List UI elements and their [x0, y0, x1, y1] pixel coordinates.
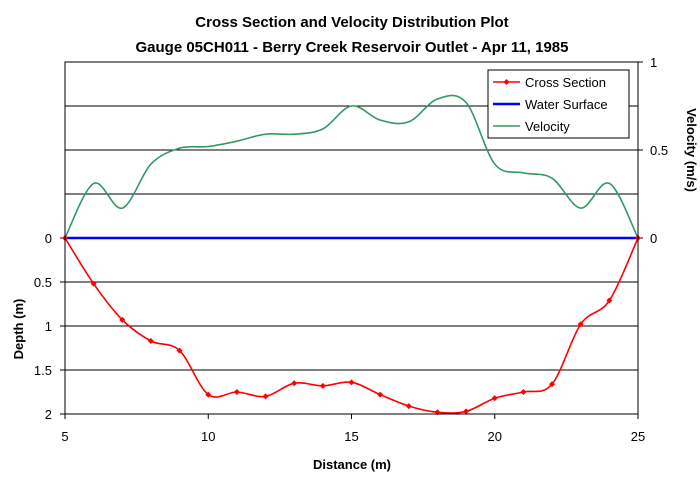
velocity-axis-ticks: 00.51: [638, 55, 668, 246]
legend-label: Cross Section: [525, 75, 606, 90]
cross-section-point: [147, 337, 154, 344]
cross-section-point: [549, 381, 556, 388]
velocity-tick-label: 0: [650, 231, 657, 246]
depth-tick-label: 1.5: [34, 363, 52, 378]
velocity-tick-label: 1: [650, 55, 657, 70]
cross-section-point: [577, 321, 584, 328]
cross-section-point: [606, 297, 613, 304]
depth-tick-label: 1: [45, 319, 52, 334]
cross-section-point: [319, 382, 326, 389]
cross-section-point: [348, 379, 355, 386]
legend-marker: [503, 79, 510, 85]
depth-tick-label: 0.5: [34, 275, 52, 290]
depth-axis-ticks: 0 0.5 1 1.5 2: [34, 231, 65, 422]
cross-section-point: [377, 391, 384, 398]
cross-section-point: [119, 316, 126, 323]
series-group: [62, 94, 641, 416]
cross-section-point: [205, 391, 212, 398]
cross-section-point: [262, 393, 269, 400]
x-tick-label: 25: [631, 429, 645, 444]
cross-section-point: [520, 389, 527, 395]
depth-axis-label: Depth (m): [11, 299, 26, 360]
cross-section-point: [291, 380, 298, 387]
cross-section-point: [405, 403, 412, 410]
x-axis-ticks: 5 10 15 20 25: [61, 414, 645, 444]
x-tick-label: 5: [61, 429, 68, 444]
legend: Cross Section Water Surface Velocity: [487, 69, 630, 139]
velocity-axis-label: Velocity (m/s): [684, 108, 699, 192]
velocity-line: [64, 94, 639, 239]
legend-label: Water Surface: [525, 97, 608, 112]
cross-section-point: [491, 395, 498, 402]
chart-title: Cross Section and Velocity Distribution …: [195, 14, 508, 31]
cross-section-point: [463, 408, 470, 415]
cross-section-point: [90, 280, 97, 287]
x-tick-label: 15: [344, 429, 358, 444]
chart-subtitle: Gauge 05CH011 - Berry Creek Reservoir Ou…: [136, 39, 569, 56]
x-tick-label: 10: [201, 429, 215, 444]
cross-section-point: [176, 347, 183, 354]
depth-tick-label: 0: [45, 231, 52, 246]
velocity-tick-label: 0.5: [650, 143, 668, 158]
legend-label: Velocity: [525, 119, 570, 134]
plot-area-border: [64, 61, 639, 415]
depth-tick-label: 2: [45, 407, 52, 422]
x-axis-label: Distance (m): [313, 457, 391, 472]
x-tick-label: 20: [488, 429, 502, 444]
cross-section-point: [233, 389, 240, 395]
